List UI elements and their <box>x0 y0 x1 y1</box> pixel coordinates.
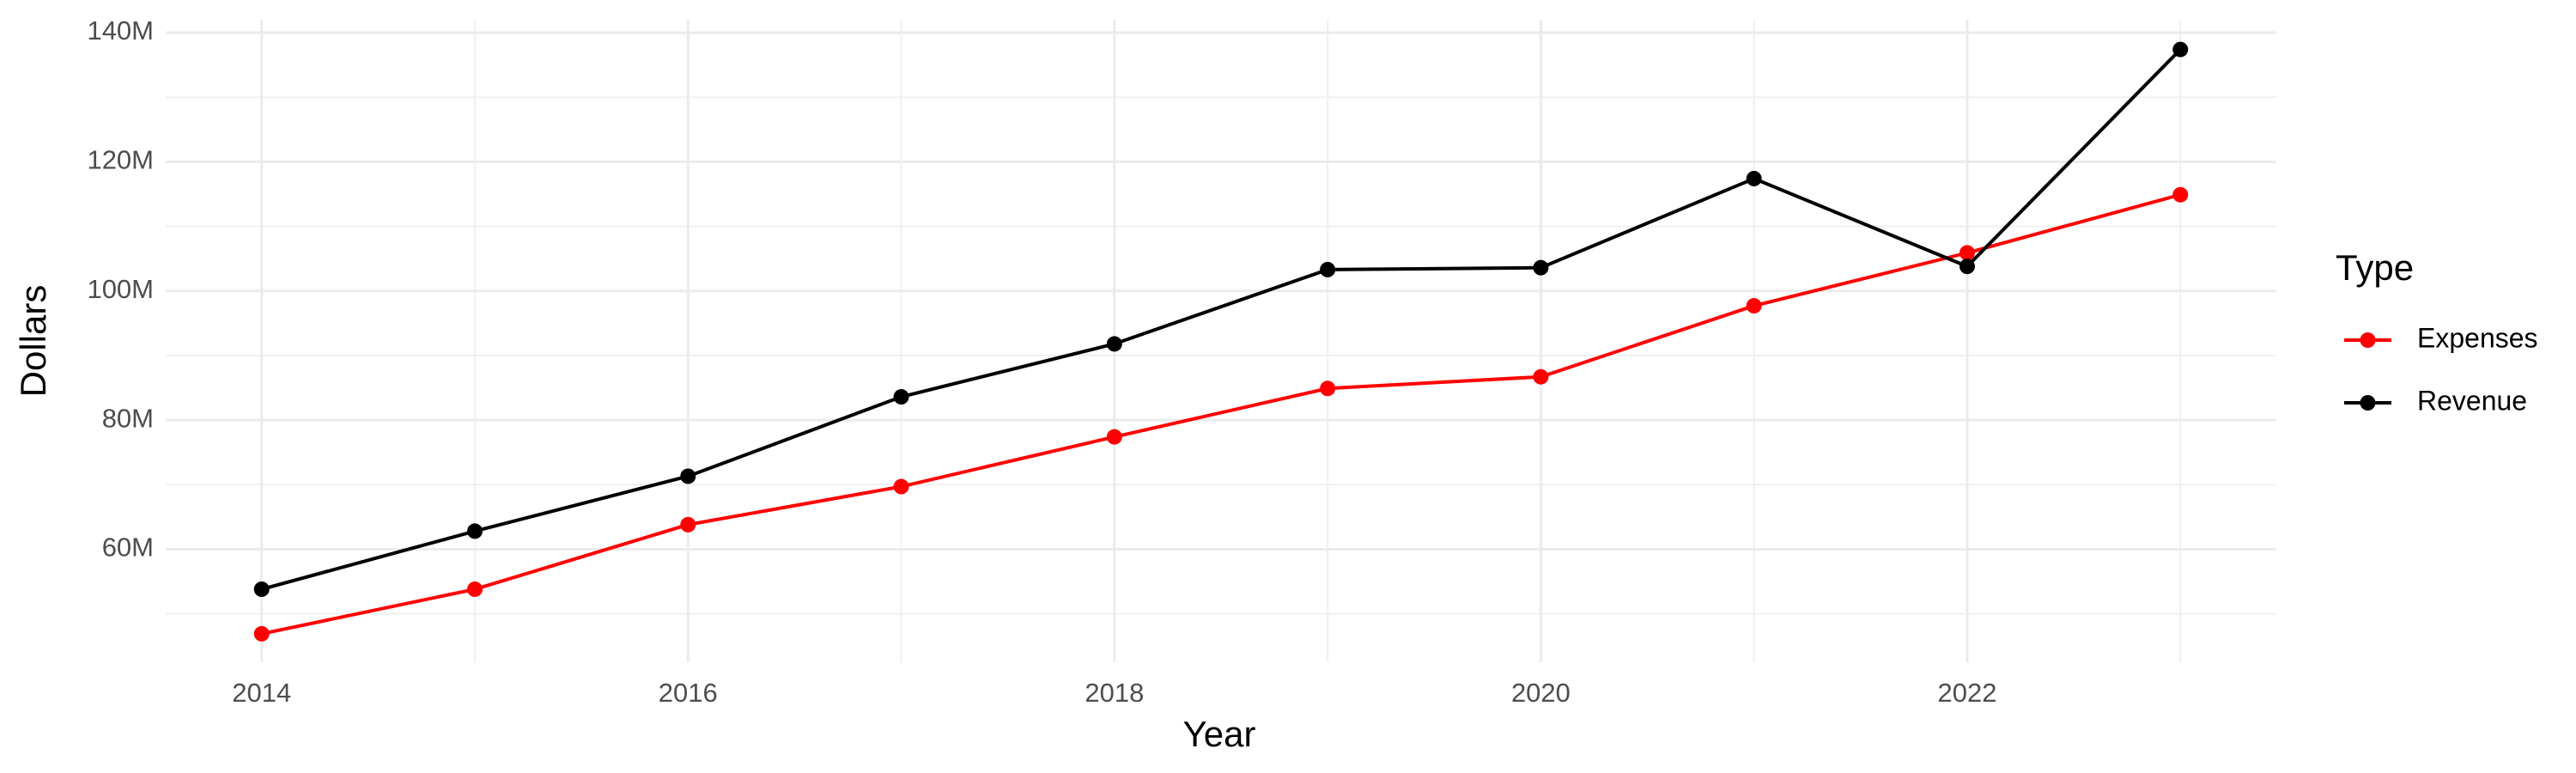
data-point <box>1533 259 1549 276</box>
data-point <box>680 468 696 484</box>
x-tick-label: 2016 <box>659 678 718 708</box>
legend-point <box>2360 395 2376 411</box>
data-point <box>1959 245 1975 261</box>
data-point <box>1106 429 1122 445</box>
series-line <box>261 48 2182 591</box>
data-point <box>467 523 483 539</box>
data-point <box>253 625 270 642</box>
data-point <box>2172 186 2189 203</box>
data-point <box>1746 298 1762 314</box>
legend-point <box>2360 332 2376 348</box>
x-tick-label: 2018 <box>1084 678 1144 708</box>
y-tick-label: 120M <box>87 145 154 175</box>
data-point <box>893 389 909 405</box>
data-point <box>680 516 696 533</box>
data-point <box>1106 336 1122 352</box>
data-point <box>1746 170 1762 186</box>
y-tick-label: 60M <box>102 533 154 563</box>
data-point <box>2172 41 2189 58</box>
legend-label: Expenses <box>2417 322 2538 353</box>
x-axis-title: Year <box>1183 714 1256 754</box>
data-point <box>1959 259 1975 275</box>
data-point <box>1533 368 1549 385</box>
series-line <box>261 192 2181 636</box>
y-tick-label: 80M <box>102 403 154 433</box>
data-point <box>467 581 483 598</box>
data-point <box>1320 261 1336 277</box>
data-point <box>1320 380 1336 397</box>
y-tick-label: 140M <box>87 15 154 46</box>
data-point <box>253 581 270 598</box>
x-tick-label: 2020 <box>1511 678 1571 708</box>
y-tick-label: 100M <box>87 274 154 304</box>
data-point <box>893 478 909 495</box>
legend-label: Revenue <box>2417 385 2527 416</box>
x-tick-label: 2022 <box>1938 678 1997 708</box>
x-tick-label: 2014 <box>232 678 291 708</box>
y-axis-title: Dollars <box>13 285 53 398</box>
legend-title: Type <box>2336 247 2414 288</box>
